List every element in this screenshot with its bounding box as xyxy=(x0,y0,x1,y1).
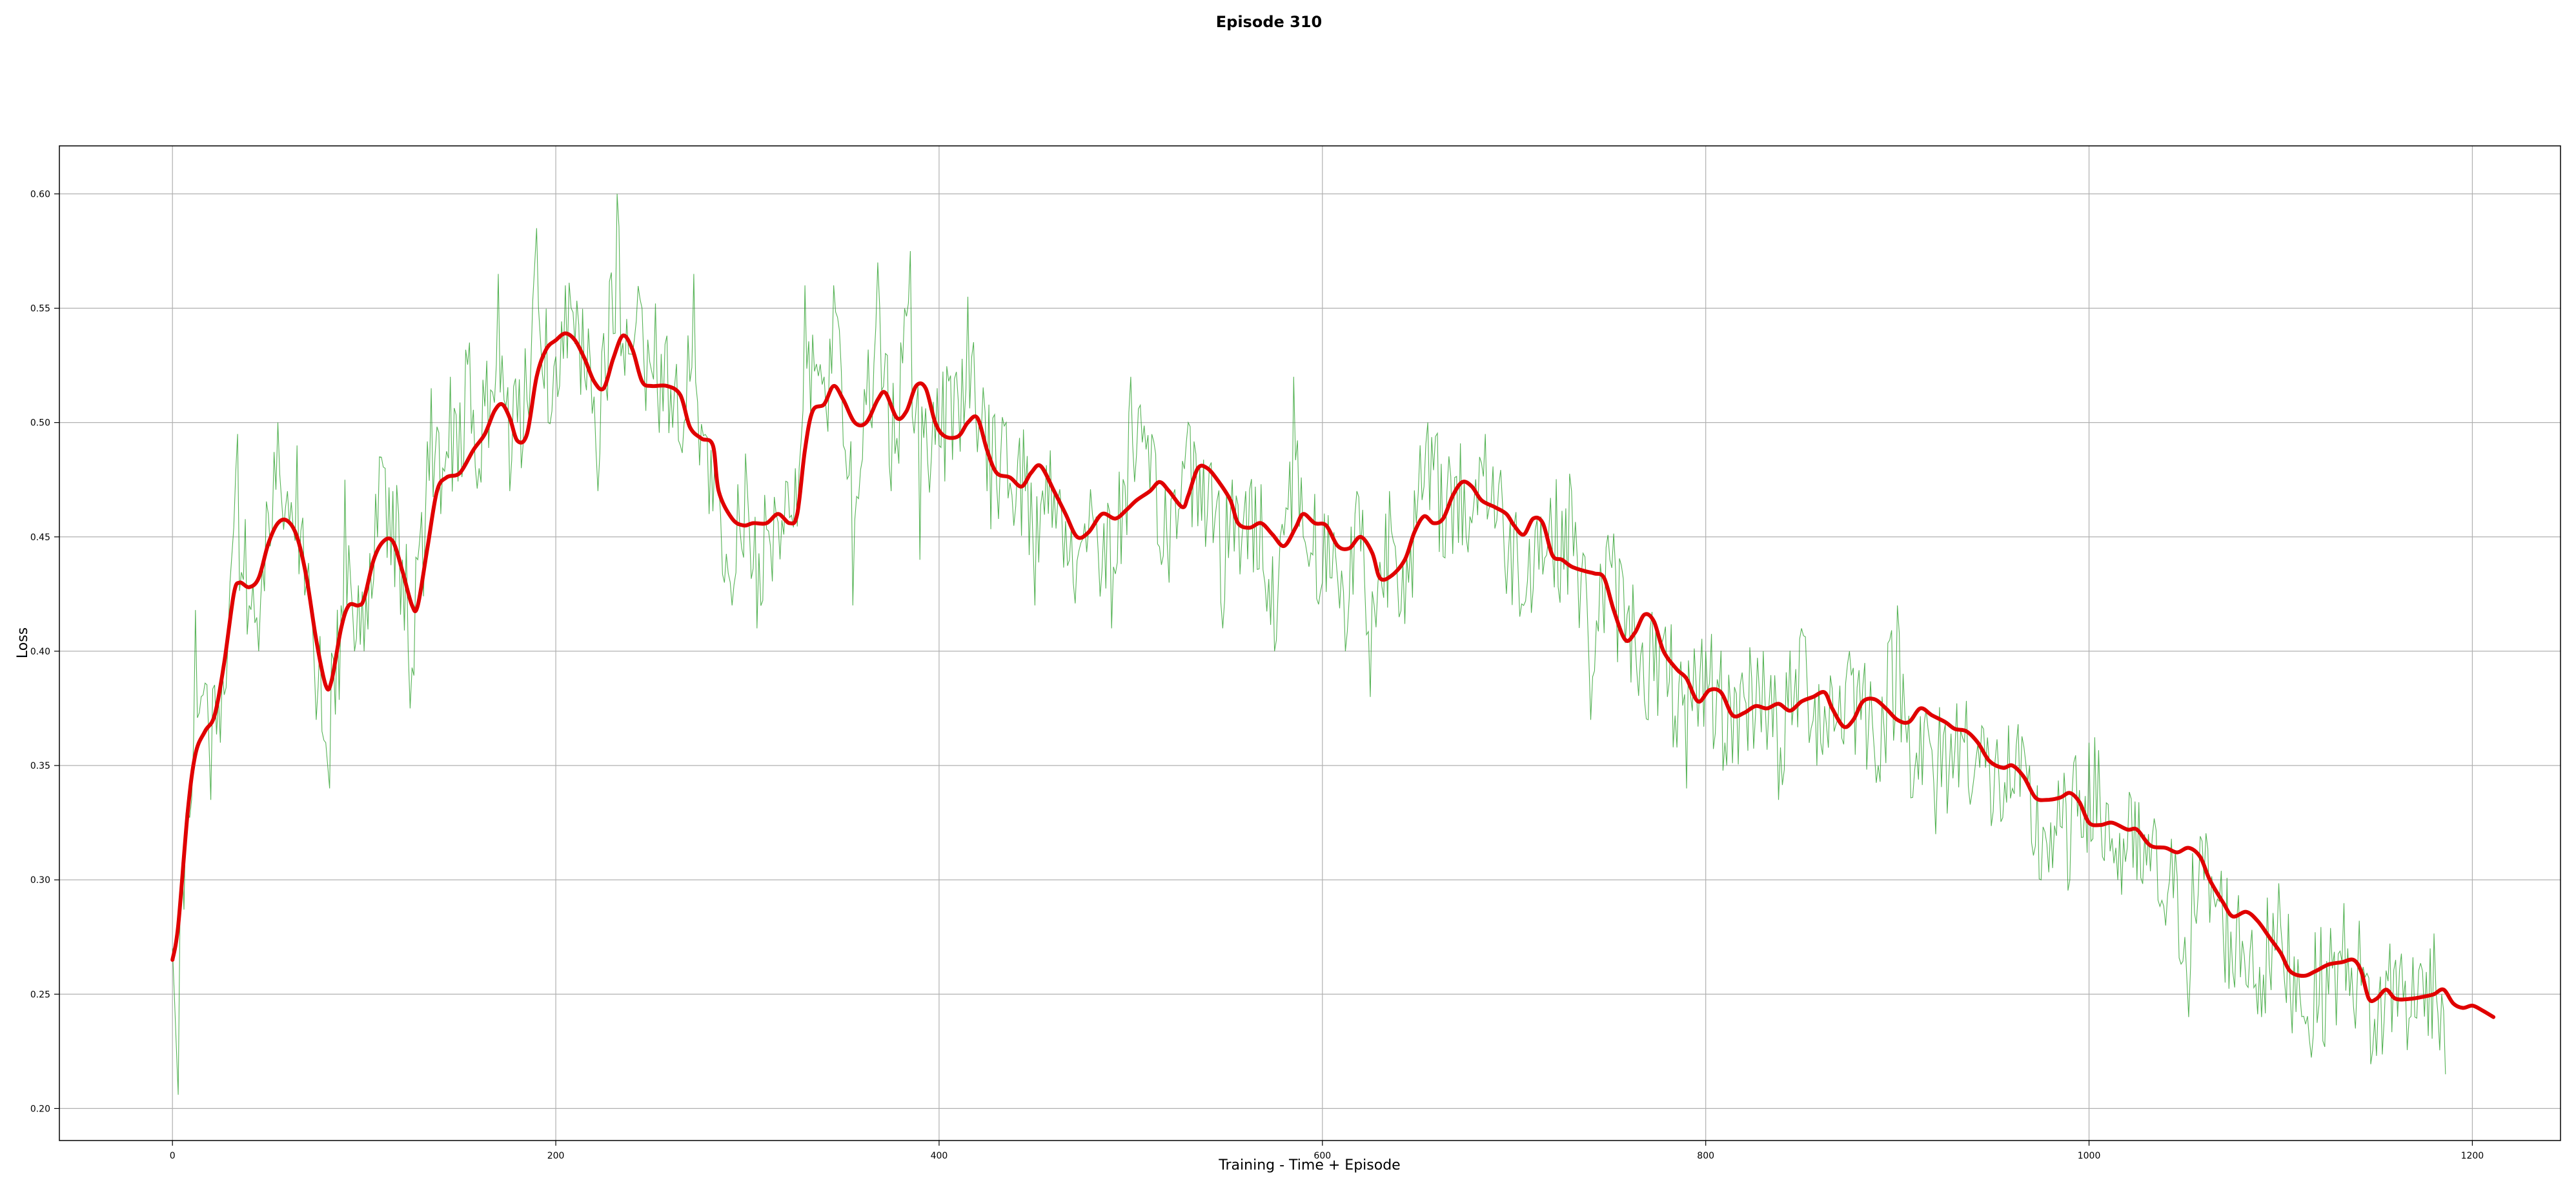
y-tick-label: 0.60 xyxy=(30,189,50,199)
x-tick-label: 0 xyxy=(170,1151,176,1161)
y-tick-label: 0.30 xyxy=(30,875,50,886)
plot-frame xyxy=(59,145,2561,1141)
raw-loss-line xyxy=(172,194,2446,1095)
x-tick-label: 200 xyxy=(547,1151,565,1161)
smoothed-loss-series xyxy=(170,331,2496,1019)
y-tick-label: 0.55 xyxy=(30,304,50,314)
y-tick-label: 0.40 xyxy=(30,647,50,657)
x-tick-label: 800 xyxy=(1697,1151,1714,1161)
y-tick-label: 0.50 xyxy=(30,418,50,429)
chart-title: Episode 310 xyxy=(1216,13,1322,31)
y-tick-label: 0.20 xyxy=(30,1104,50,1114)
grid xyxy=(59,146,2561,1141)
x-axis-ticks: 0 200 400 600 800 1000 1200 xyxy=(170,1141,2484,1161)
y-axis-label: Loss xyxy=(15,627,31,658)
x-tick-label: 600 xyxy=(1313,1151,1331,1161)
x-axis-label: Training - Time + Episode xyxy=(1218,1157,1400,1173)
x-tick-label: 400 xyxy=(931,1151,948,1161)
y-axis-ticks: 0.20 0.25 0.30 0.35 0.40 0.45 0.50 0.55 0.60 xyxy=(30,189,59,1114)
y-tick-label: 0.35 xyxy=(30,761,50,771)
raw-loss-series xyxy=(172,194,2446,1095)
smoothed-loss-line xyxy=(170,331,2496,1019)
y-tick-label: 0.25 xyxy=(30,989,50,1000)
x-tick-label: 1200 xyxy=(2461,1151,2484,1161)
x-tick-label: 1000 xyxy=(2078,1151,2101,1161)
y-tick-label: 0.45 xyxy=(30,533,50,543)
